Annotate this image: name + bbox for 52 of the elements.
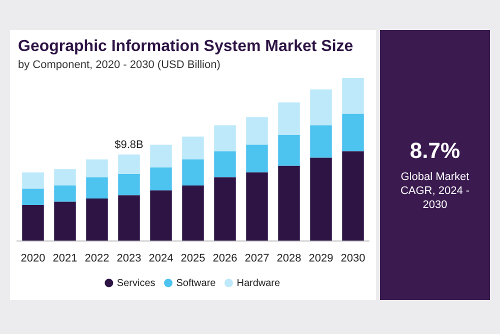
- bar: [22, 188, 44, 205]
- bar: [182, 159, 204, 186]
- bar: [342, 114, 364, 152]
- x-tick-label: 2030: [340, 252, 366, 264]
- x-tick-label: 2028: [276, 252, 302, 264]
- legend-label: Software: [176, 278, 216, 289]
- bar: [118, 174, 140, 196]
- bar: [150, 144, 172, 168]
- bar: [246, 172, 268, 241]
- chart-title: Geographic Information System Market Size: [18, 38, 354, 56]
- bar: [246, 144, 268, 172]
- bar: [86, 177, 108, 198]
- bar: [342, 151, 364, 241]
- bar: [54, 202, 76, 241]
- x-tick-label: 2024: [148, 252, 174, 264]
- bar: [150, 168, 172, 190]
- legend-label: Hardware: [236, 278, 281, 289]
- x-tick-label: 2026: [212, 252, 238, 264]
- bar: [54, 185, 76, 202]
- bar: [86, 159, 108, 178]
- bar: [342, 78, 364, 114]
- text: 8.7%: [408, 138, 462, 164]
- bar: [182, 136, 204, 160]
- bar: [214, 151, 236, 178]
- bar: [278, 166, 300, 241]
- x-tick-label: 2021: [52, 252, 78, 264]
- bar: [86, 198, 108, 241]
- text: Global Market CAGR, 2024 - 2030: [399, 170, 471, 212]
- x-tick-label: 2022: [84, 252, 110, 264]
- bar: [310, 158, 332, 241]
- chart-subtitle: by Component, 2020 - 2030 (USD Billion): [18, 59, 220, 71]
- x-tick-label: 2029: [308, 252, 334, 264]
- bar: [310, 89, 332, 126]
- legend-label: Services: [116, 278, 156, 289]
- bar: [310, 125, 332, 158]
- bar: [214, 125, 236, 152]
- x-tick-label: 2020: [20, 252, 46, 264]
- bar: [22, 204, 44, 241]
- x-tick-label: 2025: [180, 252, 206, 264]
- bar: [278, 102, 300, 135]
- bar: [214, 177, 236, 241]
- bar: [54, 169, 76, 186]
- bar: [118, 154, 140, 174]
- bar: [118, 195, 140, 241]
- annotation: $9.8B: [114, 139, 144, 152]
- bar: [182, 185, 204, 241]
- bar: [278, 134, 300, 166]
- x-tick-label: 2027: [244, 252, 270, 264]
- bar: [246, 117, 268, 145]
- bar: [22, 172, 44, 189]
- bar: [150, 190, 172, 241]
- x-tick-label: 2023: [116, 252, 142, 264]
